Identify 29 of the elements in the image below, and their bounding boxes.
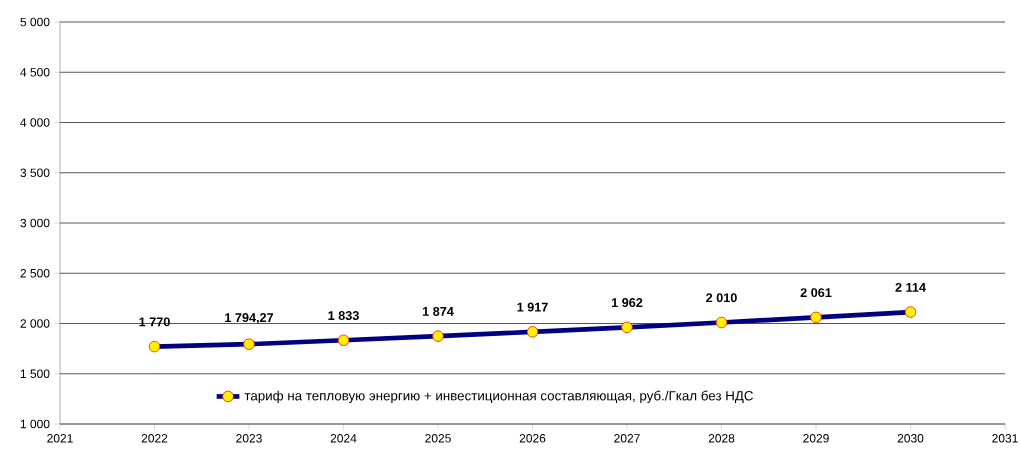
x-tick-label: 2027: [614, 434, 640, 443]
x-tick-label: 2023: [236, 434, 262, 443]
x-tick-label: 2021: [47, 434, 73, 443]
data-label: 1 874: [422, 306, 454, 316]
x-tick-label: 2024: [330, 434, 357, 443]
data-label: 1 833: [328, 311, 359, 321]
data-label: 1 794,27: [225, 313, 274, 324]
y-tick-label: 4 000: [20, 118, 50, 127]
y-tick-label: 1 500: [20, 369, 50, 379]
y-tick-label: 5 000: [20, 17, 50, 27]
data-label: 2 114: [895, 282, 926, 292]
y-tick-label: 1 000: [20, 419, 50, 429]
y-tick-label: 4 500: [20, 68, 50, 77]
x-tick-label: 2028: [708, 434, 735, 443]
x-tick-label: 2026: [519, 434, 546, 443]
x-tick-label: 2025: [425, 434, 451, 443]
x-tick-label: 2030: [897, 434, 924, 443]
x-tick-label: 2029: [803, 434, 829, 443]
y-tick-label: 3 500: [20, 168, 50, 178]
x-tick-label: 2031: [992, 434, 1018, 443]
data-label: 2 061: [800, 288, 832, 298]
x-tick-label: 2022: [141, 434, 168, 443]
data-label: 2 010: [706, 293, 737, 303]
legend-label: тариф на тепловую энергию + инвестиционная составляющая, руб./Гкал без НДС: [244, 390, 753, 404]
data-label: 1 917: [517, 302, 548, 312]
y-tick-label: 3 000: [20, 218, 50, 228]
y-tick-label: 2 500: [20, 269, 50, 278]
data-label: 1 962: [611, 298, 643, 308]
y-tick-label: 2 000: [20, 319, 50, 328]
